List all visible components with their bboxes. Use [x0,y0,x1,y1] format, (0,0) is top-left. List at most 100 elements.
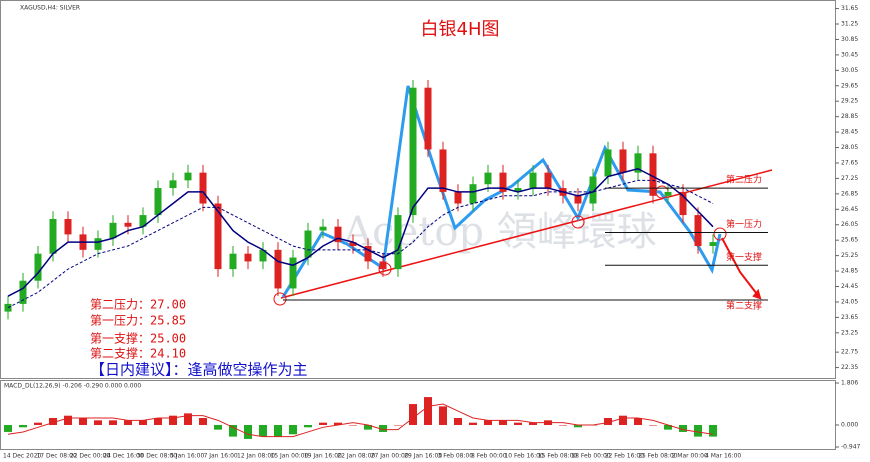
macd-bar [469,422,477,425]
macd-bar [649,424,657,426]
macd-bar [709,424,717,437]
y-tick-label: 0.000 [841,421,858,428]
y-tick-label: 26.05 [841,221,858,228]
x-tick-label: 10 Feb 16:00 [504,453,544,460]
y-tick-label: 1.806 [841,380,858,387]
macd-bar [244,424,252,439]
macd-bar [259,424,267,437]
candle-body [634,153,642,173]
chart-header: XAGUSD,H4: SILVER [20,5,80,12]
macd-bar [679,424,687,432]
y-tick-label: 30.45 [841,51,858,58]
x-tick-label: 22 Dec 00:00 [70,453,111,460]
macd-bar [334,422,342,425]
x-tick-label: 24 Dec 16:00 [103,453,144,460]
candle-body [664,191,672,196]
macd-bar [424,397,432,425]
candle-body [604,149,612,177]
signal-line [7,403,714,438]
y-tick-label: 24.85 [841,268,858,275]
x-tick-label: 25 Feb 08:00 [638,453,678,460]
macd-bar [19,424,27,428]
x-tick-label: 2 Mar 00:00 [672,453,708,460]
candle-body [424,87,432,150]
candle-body [694,215,702,246]
macd-bar [439,406,447,425]
candle-body [169,180,177,189]
x-tick-label: 18 Feb 00:00 [571,453,611,460]
macd-bar [304,424,312,428]
x-tick-label: 30 Dec 08:00 [137,453,178,460]
x-tick-label: 15 Feb 08:00 [538,453,578,460]
candle-body [319,226,327,231]
candle-body [679,191,687,216]
y-tick-label: 30.85 [841,36,858,43]
y-tick-label: 24.45 [841,283,858,290]
candle-body [649,153,657,196]
candle-body [574,195,582,204]
candle-body [379,261,387,270]
candle-body [19,280,27,304]
candle-body [709,242,717,246]
candle-body [529,172,537,189]
candle-body [439,149,447,192]
candle-body [289,257,297,289]
x-tick-label: 14 Dec 2020 [3,453,42,460]
macd-bar [394,424,402,426]
macd-bar [79,418,87,425]
candle-body [334,226,342,243]
macd-bar [559,424,567,426]
macd-bar [694,424,702,437]
macd-bar [484,420,492,425]
candle-body [499,172,507,192]
macd-bar [454,418,462,425]
candle-body [274,249,282,289]
candle-body [409,87,417,216]
y-tick-label: 27.25 [841,175,858,182]
candle-body [49,218,57,254]
candle-body [199,172,207,204]
candle-body [394,215,402,270]
macd-bar [349,424,357,426]
macd-bar [529,422,537,425]
y-tick-label: 26.45 [841,206,858,213]
macd-bar [184,413,192,425]
price-pane [0,0,836,379]
macd-bar [139,420,147,425]
level-tag: 第二压力 [726,174,762,186]
x-tick-label: 22 Feb 16:00 [605,453,645,460]
macd-title: MACD_DL(12,26,9) -0.206 -0.290 0.000 0.0… [4,383,141,390]
x-tick-label: 7 Jan 16:00 [204,453,238,460]
x-tick-label: 3 Feb 08:00 [438,453,474,460]
candle-body [304,230,312,258]
macd-bar [4,424,12,432]
candle-body [139,215,147,227]
macd-bar [34,422,42,425]
candle-body [469,184,477,204]
level-tag: 第二支撑 [726,300,762,312]
y-tick-label: 28.45 [841,129,858,136]
macd-bar [199,418,207,425]
y-tick-label: 24.05 [841,298,858,305]
x-tick-label: 22 Jan 08:00 [337,453,375,460]
y-tick-label: 22.75 [841,349,858,356]
candle-body [349,242,357,246]
macd-bar [169,415,177,425]
macd-bar [289,424,297,435]
x-tick-label: 27 Jan 00:00 [371,453,409,460]
candle-body [589,176,597,204]
macd-bar [124,420,132,425]
macd-bar [604,418,612,425]
level-label: 第一支撑：25.00 [90,331,186,346]
level-label: 第二支撑：24.10 [90,346,186,361]
level-tag: 第一压力 [726,218,762,230]
candle-body [124,222,132,227]
candle-body [109,222,117,239]
candle-body [154,188,162,216]
x-tick-label: 15 Jan 00:00 [270,453,308,460]
candle-body [34,253,42,281]
candle-body [544,172,552,189]
y-tick-label: 26.85 [841,190,858,197]
macd-bar [229,424,237,437]
macd-bar [319,422,327,425]
